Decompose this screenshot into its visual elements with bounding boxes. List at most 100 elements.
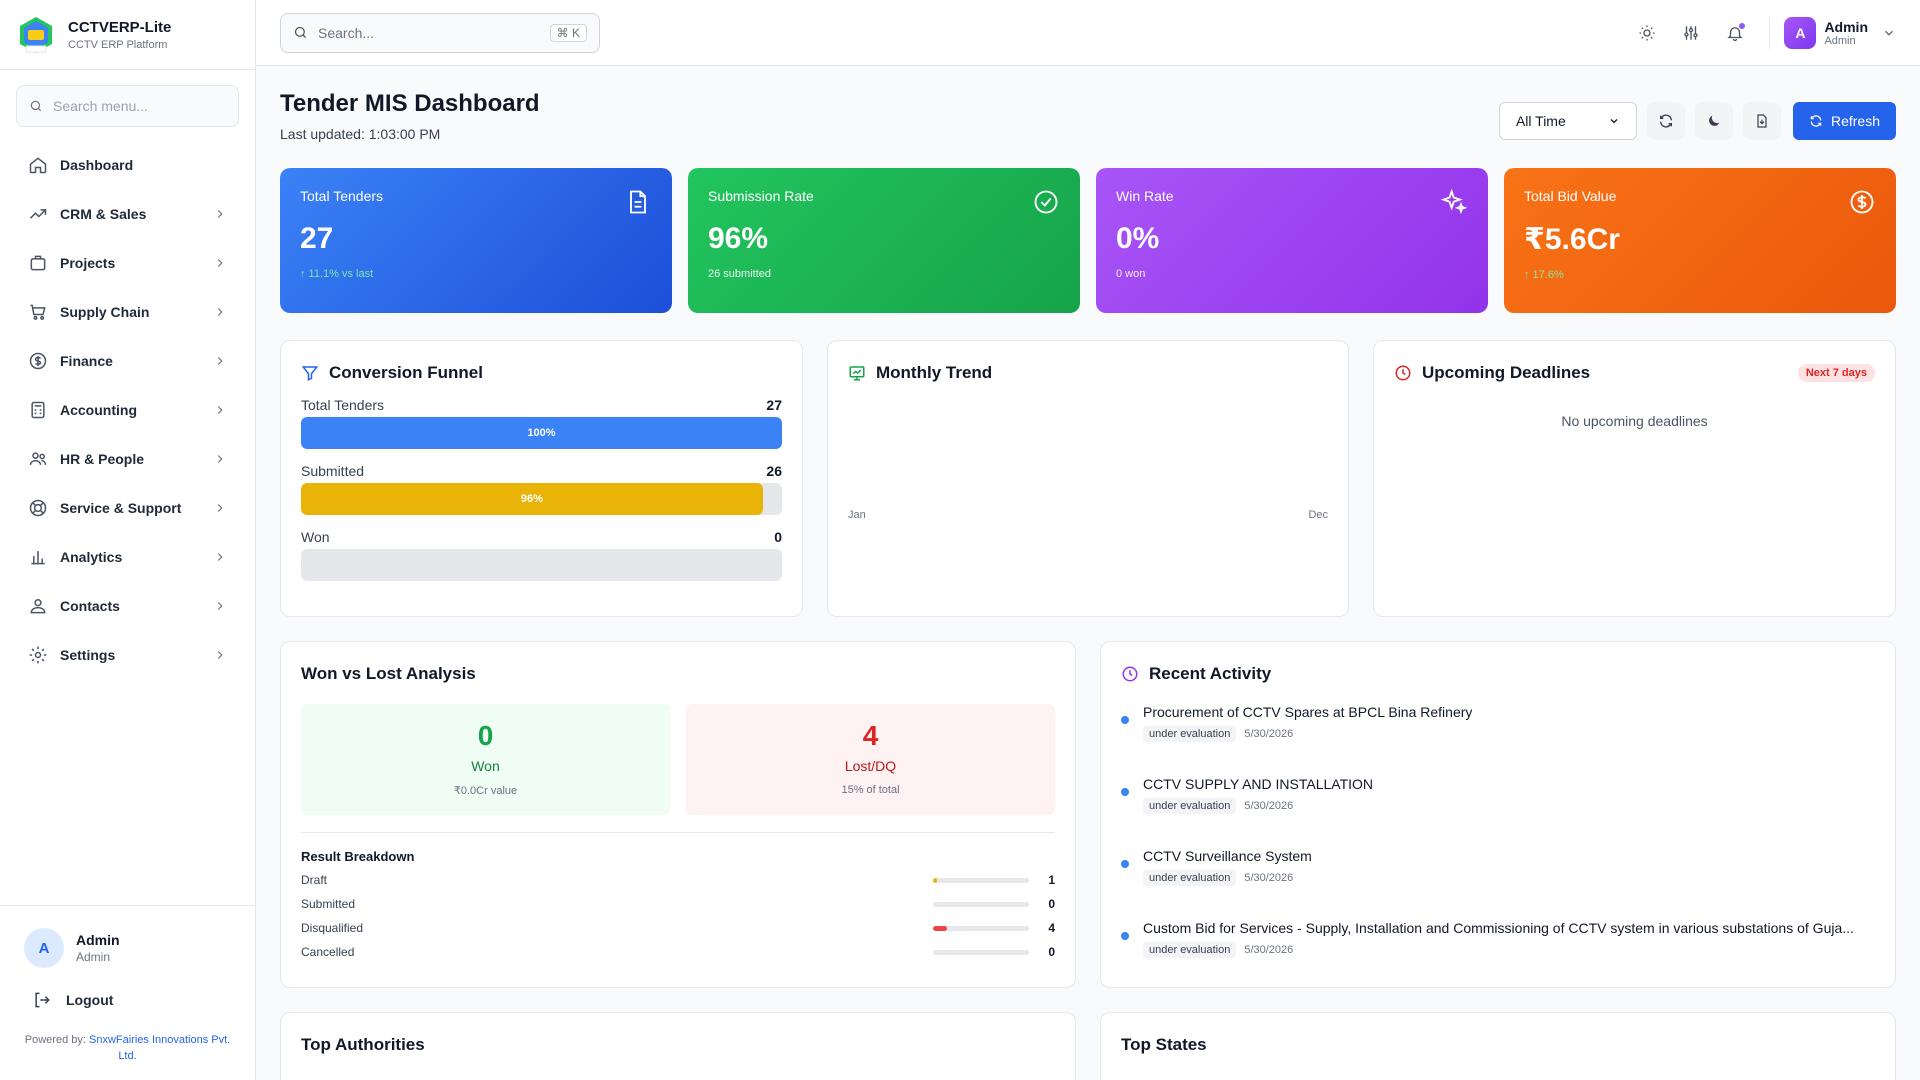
activity-status: under evaluation xyxy=(1143,870,1237,886)
moon-icon xyxy=(1709,115,1720,126)
sidebar-nav: Dashboard CRM & Sales Projects Supply Ch… xyxy=(0,140,255,679)
won-label: Won xyxy=(471,758,500,774)
dollar-circle-icon xyxy=(1850,190,1874,214)
notifications-button[interactable] xyxy=(1715,13,1755,53)
stat-sub: 26 submitted xyxy=(708,268,771,280)
sidebar-item-label: Finance xyxy=(60,352,113,369)
chevron-right-icon xyxy=(217,307,223,316)
gear-icon xyxy=(29,646,47,663)
activity-item[interactable]: CCTV Surveillance System under evaluatio… xyxy=(1121,848,1875,920)
funnel-row: Total Tenders 27 100% xyxy=(301,397,782,449)
user-menu[interactable]: Admin Admin xyxy=(1824,19,1868,47)
sidebar-item-crm-sales[interactable]: CRM & Sales xyxy=(0,189,255,238)
sidebar-user[interactable]: A Admin Admin xyxy=(24,928,231,968)
stat-title: Total Tenders xyxy=(300,188,384,204)
sidebar-item-service-support[interactable]: Service & Support xyxy=(0,483,255,532)
activity-item[interactable]: CCTV SUPPLY AND INSTALLATION under evalu… xyxy=(1121,776,1875,848)
global-search-input[interactable]: Search... ⌘ K xyxy=(280,12,600,53)
dark-mode-button[interactable] xyxy=(1694,102,1733,140)
topbar-actions: A Admin Admin xyxy=(1623,13,1896,53)
chevron-right-icon xyxy=(217,601,223,610)
menu-search-input[interactable]: Search menu... xyxy=(16,85,239,127)
users-icon xyxy=(29,451,47,465)
sync-button[interactable] xyxy=(1646,102,1685,140)
period-select[interactable]: All Time xyxy=(1498,102,1637,140)
sidebar-item-dashboard[interactable]: Dashboard xyxy=(0,140,255,189)
stat-card-total-tenders[interactable]: Total Tenders 27 ↑ 11.1% vs last xyxy=(280,168,672,313)
wonlost-boxes: 0 Won ₹0.0Cr value 4 Lost/DQ 15% of tota… xyxy=(301,704,1055,815)
sidebar-item-finance[interactable]: Finance xyxy=(0,336,255,385)
deadlines-badge: Next 7 days xyxy=(1797,364,1875,382)
breakdown-title: Result Breakdown xyxy=(301,849,415,864)
dollar-circle-icon xyxy=(29,352,47,369)
activity-item[interactable]: Custom Bid for Services - Supply, Instal… xyxy=(1121,920,1875,958)
chevron-right-icon xyxy=(217,209,223,218)
funnel-count: 26 xyxy=(766,463,782,479)
sidebar-item-contacts[interactable]: Contacts xyxy=(0,581,255,630)
chart-icon xyxy=(849,366,865,381)
brand[interactable]: CCTVERP-Lite CCTV ERP Platform xyxy=(0,0,255,70)
activity-date: 5/30/2026 xyxy=(1244,800,1294,812)
lifebuoy-icon xyxy=(29,499,47,516)
won-box[interactable]: 0 Won ₹0.0Cr value xyxy=(301,704,670,815)
powered-company-link[interactable]: SnxwFairies Innovations Pvt. Ltd. xyxy=(88,1034,231,1062)
search-shortcut: ⌘ K xyxy=(549,23,587,42)
theme-toggle-button[interactable] xyxy=(1627,13,1667,53)
stat-card-total-bid-value[interactable]: Total Bid Value ₹5.6Cr ↑ 17.6% xyxy=(1504,168,1896,313)
sidebar-item-hr-people[interactable]: HR & People xyxy=(0,434,255,483)
user-role: Admin xyxy=(76,950,111,964)
funnel-row: Won 0 xyxy=(301,529,782,581)
activity-item[interactable]: Procurement of CCTV Spares at BPCL Bina … xyxy=(1121,704,1875,776)
breakdown-bar-fill xyxy=(933,925,948,931)
breakdown-name: Draft xyxy=(301,873,328,887)
breakdown-count: 1 xyxy=(1048,873,1055,887)
document-icon xyxy=(630,190,646,214)
top-authorities-card: Top Authorities xyxy=(280,1012,1076,1080)
activity-title: Recent Activity xyxy=(1149,664,1272,683)
breakdown-bar xyxy=(933,901,1029,907)
breakdown-row: Submitted 0 xyxy=(301,892,1055,916)
stat-card-submission-rate[interactable]: Submission Rate 96% 26 submitted xyxy=(688,168,1080,313)
chevron-right-icon xyxy=(217,503,223,512)
sidebar-item-accounting[interactable]: Accounting xyxy=(0,385,255,434)
period-select-value: All Time xyxy=(1515,113,1566,129)
sidebar-item-analytics[interactable]: Analytics xyxy=(0,532,255,581)
avatar[interactable]: A xyxy=(1784,16,1817,49)
clock-icon xyxy=(1122,666,1138,682)
breakdown-row: Draft 1 xyxy=(301,868,1055,892)
export-button[interactable] xyxy=(1742,102,1781,140)
sidebar-item-settings[interactable]: Settings xyxy=(0,630,255,679)
refresh-button[interactable]: Refresh xyxy=(1792,102,1896,140)
refresh-label: Refresh xyxy=(1830,113,1880,129)
lost-box[interactable]: 4 Lost/DQ 15% of total xyxy=(686,704,1055,815)
filters-button[interactable] xyxy=(1671,13,1711,53)
result-breakdown: Result Breakdown Draft 1 Submitted 0 Disqu… xyxy=(301,832,1055,964)
lost-label: Lost/DQ xyxy=(844,758,897,774)
search-icon xyxy=(30,100,42,112)
activity-dot xyxy=(1121,860,1129,868)
chevron-down-icon[interactable] xyxy=(1882,26,1896,40)
stat-sub: 0 won xyxy=(1116,268,1146,280)
stat-card-win-rate[interactable]: Win Rate 0% 0 won xyxy=(1096,168,1488,313)
top-states-card: Top States xyxy=(1100,1012,1896,1080)
user-name: Admin xyxy=(76,932,120,948)
sun-icon xyxy=(1639,25,1655,40)
sidebar-item-supply-chain[interactable]: Supply Chain xyxy=(0,287,255,336)
menu-search-placeholder: Search menu... xyxy=(53,98,148,114)
powered-by: Powered by: SnxwFairies Innovations Pvt.… xyxy=(24,1032,231,1064)
lost-count: 4 xyxy=(862,720,879,751)
funnel-count: 27 xyxy=(766,397,782,413)
trend-x-axis: Jan Dec xyxy=(848,509,1328,521)
user-name: Admin xyxy=(1824,18,1868,35)
logout-button[interactable]: Logout xyxy=(24,990,231,1010)
stat-cards: Total Tenders 27 ↑ 11.1% vs last Submiss… xyxy=(280,168,1896,313)
bell-icon xyxy=(1727,26,1744,41)
sidebar-item-projects[interactable]: Projects xyxy=(0,238,255,287)
funnel-bar-fill: 100% xyxy=(301,417,782,449)
powered-prefix: Powered by: xyxy=(24,1034,86,1046)
activity-status: under evaluation xyxy=(1143,726,1237,742)
divider xyxy=(1769,16,1771,49)
breakdown-bar xyxy=(933,925,1029,931)
cart-icon xyxy=(30,304,46,320)
sidebar-item-label: Dashboard xyxy=(60,156,134,173)
